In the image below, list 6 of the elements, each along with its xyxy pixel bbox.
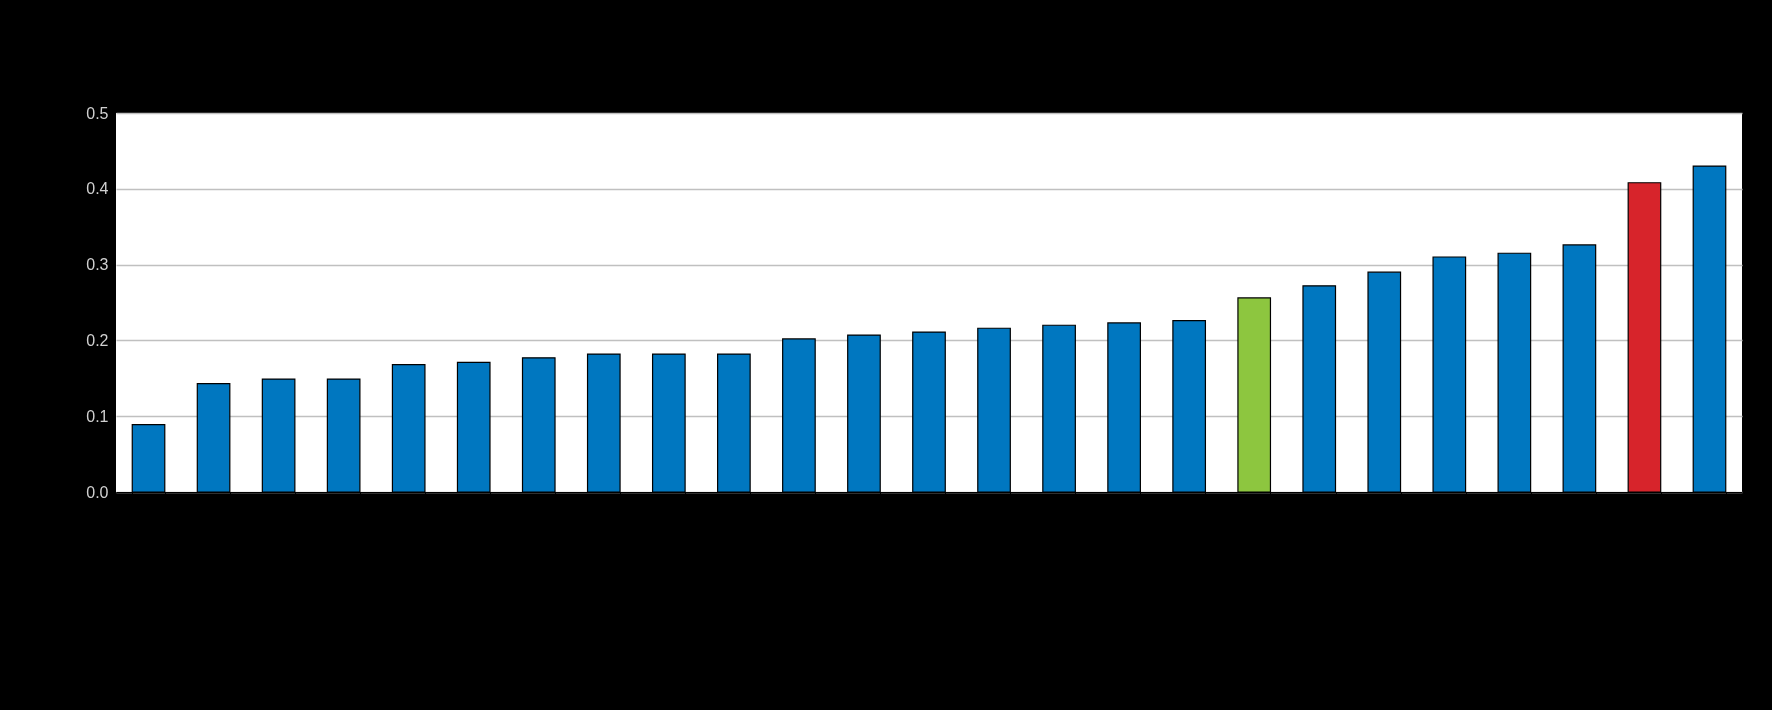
- y-tick-label: 0.1: [86, 407, 109, 425]
- y-tick-label: 0.2: [86, 331, 109, 349]
- y-tick-label: 0.5: [86, 104, 109, 122]
- y-tick-label: 0.0: [86, 483, 109, 501]
- y-tick-label: 0.3: [86, 256, 109, 274]
- y-tick-label: 0.4: [86, 180, 109, 198]
